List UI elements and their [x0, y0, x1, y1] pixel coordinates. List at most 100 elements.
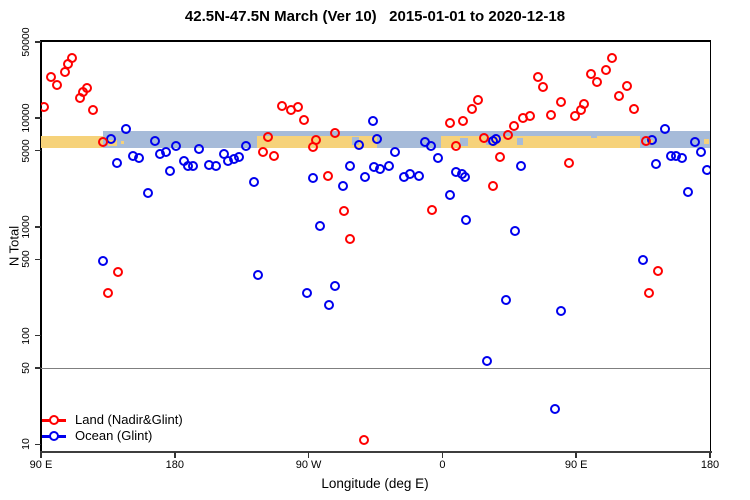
ocean-point	[556, 305, 567, 316]
land-point	[621, 81, 632, 92]
band-mark	[120, 141, 125, 145]
x-tick	[174, 452, 176, 458]
ocean-point	[253, 269, 264, 280]
legend-item-ocean: Ocean (Glint)	[42, 428, 183, 444]
ocean-point	[550, 404, 561, 415]
land-point	[538, 82, 549, 93]
ocean-point	[120, 123, 131, 134]
land-point	[502, 129, 513, 140]
legend-label-ocean: Ocean (Glint)	[75, 428, 153, 443]
land-point	[458, 115, 469, 126]
x-tick	[307, 452, 310, 458]
land-point	[614, 90, 625, 101]
ocean-point	[444, 190, 455, 201]
land-point	[426, 205, 437, 216]
land-point	[450, 140, 461, 151]
y-tick	[35, 225, 41, 228]
ocean-point	[367, 115, 378, 126]
land-reference-band	[41, 136, 104, 148]
ocean-point	[193, 143, 204, 154]
land-point	[629, 103, 640, 114]
x-tick	[441, 452, 444, 458]
ocean-point	[160, 146, 171, 157]
ocean-point	[651, 158, 662, 169]
ocean-point	[233, 151, 244, 162]
y-tick-label: 50	[20, 362, 32, 375]
ocean-point	[143, 188, 154, 199]
land-point	[641, 135, 652, 146]
ocean-point	[696, 146, 707, 157]
land-point	[545, 109, 556, 120]
land-point	[330, 127, 341, 138]
ocean-point	[345, 160, 356, 171]
land-point	[525, 111, 536, 122]
ocean-point	[150, 135, 161, 146]
x-tick-label: 180	[165, 459, 184, 471]
ocean-point	[425, 140, 436, 151]
ocean-point	[354, 139, 365, 150]
land-point	[88, 105, 99, 116]
ocean-point	[302, 287, 313, 298]
land-point	[113, 266, 124, 277]
land-point	[67, 53, 78, 64]
y-tick-label: 50000	[20, 27, 32, 57]
land-point	[299, 114, 310, 125]
band-mark	[591, 132, 597, 138]
ocean-point	[490, 133, 501, 144]
x-tick	[709, 452, 711, 458]
y-tick-label: 100	[20, 326, 32, 345]
ocean-point	[187, 160, 198, 171]
land-point	[495, 151, 506, 162]
land-point	[102, 287, 113, 298]
land-point	[339, 206, 350, 217]
plot-box-bottom	[40, 450, 712, 453]
y-tick-label: 1000	[20, 215, 32, 239]
y-tick	[35, 41, 41, 43]
land-point	[444, 117, 455, 128]
x-tick-label: 0	[439, 459, 446, 471]
plot-box-right	[709, 40, 711, 452]
land-point	[82, 83, 93, 94]
x-tick-label: 180	[700, 459, 720, 471]
land-point	[586, 69, 597, 80]
ocean-point	[171, 140, 182, 151]
land-point	[276, 100, 287, 111]
ocean-point	[241, 140, 252, 151]
ocean-point	[389, 146, 400, 157]
land-reference-band	[440, 136, 641, 148]
land-point	[563, 157, 574, 168]
land-point	[606, 53, 617, 64]
y-tick	[35, 334, 41, 337]
land-point	[98, 136, 109, 147]
land-point	[52, 80, 63, 91]
legend: Land (Nadir&Glint) Ocean (Glint)	[42, 412, 183, 444]
land-point	[479, 132, 490, 143]
ocean-point	[315, 221, 326, 232]
ocean-marker-icon	[49, 431, 59, 441]
land-marker-icon	[49, 415, 59, 425]
land-point	[578, 99, 589, 110]
land-point	[322, 170, 333, 181]
ocean-point	[690, 136, 701, 147]
land-point	[556, 97, 567, 107]
band-mark	[516, 137, 523, 146]
land-point	[644, 287, 655, 298]
plot-box-left	[40, 40, 42, 452]
x-tick-label: 90 E	[29, 459, 53, 471]
y-tick-label: 10	[20, 438, 32, 451]
x-tick	[40, 452, 42, 458]
ocean-point	[413, 170, 424, 181]
ocean-point	[510, 226, 521, 237]
ocean-point	[98, 256, 109, 266]
band-mark	[460, 137, 468, 147]
ocean-point	[660, 123, 671, 134]
ocean-point	[371, 133, 382, 144]
land-point	[569, 111, 580, 122]
band-mark	[704, 138, 709, 145]
land-point	[473, 95, 484, 106]
ocean-point	[516, 160, 527, 171]
y-tick	[35, 443, 41, 446]
land-point	[487, 180, 498, 191]
ocean-point	[324, 299, 335, 310]
y-tick	[35, 149, 41, 152]
